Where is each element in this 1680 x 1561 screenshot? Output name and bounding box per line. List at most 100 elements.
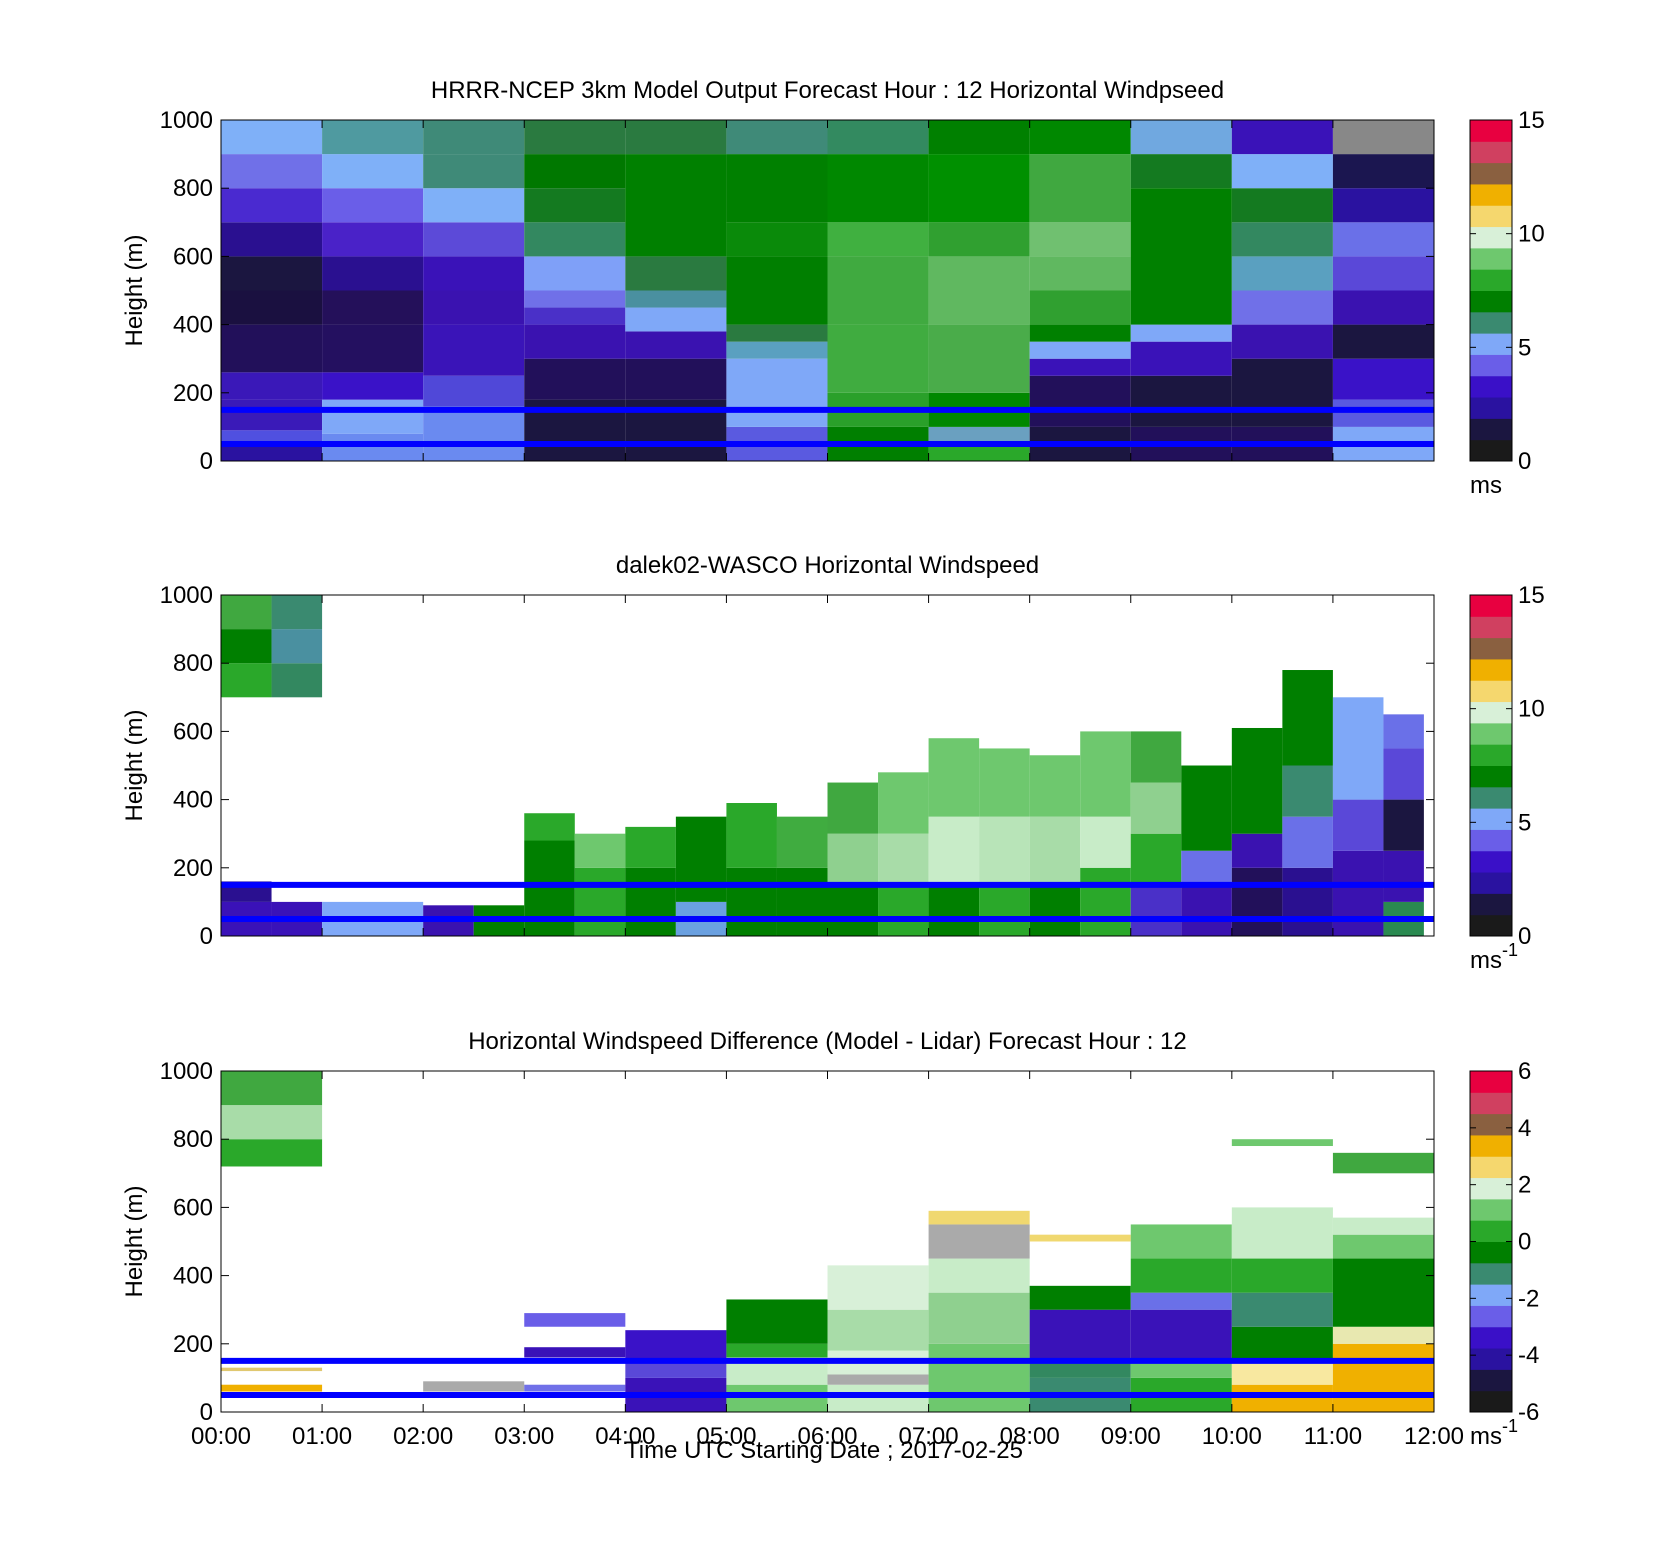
heatmap-cell — [322, 324, 424, 373]
heatmap-cell — [827, 324, 929, 393]
x-tick-label: 04:00 — [595, 1423, 655, 1450]
heatmap-cell — [1332, 1217, 1434, 1235]
heatmap-cell — [423, 406, 525, 461]
heatmap-cell — [928, 884, 980, 936]
heatmap-cell — [1181, 765, 1232, 851]
heatmap-cell — [827, 154, 929, 223]
x-tick-label: 01:00 — [292, 1423, 352, 1450]
heatmap-cell — [524, 188, 626, 223]
colorbar-tick-label: -4 — [1518, 1342, 1539, 1369]
colorbar-swatch — [1470, 1262, 1512, 1285]
heatmap-cell — [928, 1258, 1030, 1293]
colorbar-tick-label: 5 — [1518, 334, 1531, 361]
heatmap-cell — [1130, 1309, 1232, 1361]
heatmap-cell — [1130, 154, 1232, 189]
colorbar-swatch — [1470, 1348, 1512, 1370]
heatmap-cell — [322, 222, 424, 257]
heatmap-cell — [271, 595, 323, 630]
colorbar-swatch — [1470, 1241, 1512, 1264]
x-tick-label: 09:00 — [1101, 1423, 1161, 1450]
heatmap-cell — [1080, 867, 1131, 936]
heatmap-cell — [1029, 256, 1131, 291]
heatmap-cell — [625, 358, 727, 400]
heatmap-cell — [1231, 290, 1333, 325]
colorbar-tick-label: -6 — [1518, 1399, 1539, 1426]
y-tick-label: 600 — [173, 1194, 213, 1221]
heatmap-cell — [1231, 1207, 1333, 1259]
heatmap-cell — [322, 433, 424, 461]
heatmap-cell — [1231, 1292, 1333, 1327]
heatmap-cell — [726, 154, 828, 223]
heatmap-cell — [1130, 341, 1232, 376]
panel-lidar-observation: 0 200 400 600 800 1000 Height (m) dalek02-WASCO… — [121, 552, 1545, 974]
heatmap-cell — [726, 1299, 828, 1344]
x-tick-label: 06:00 — [797, 1423, 857, 1450]
colorbar-swatch — [1470, 1071, 1512, 1093]
heatmap-cell — [928, 120, 1030, 155]
heatmap-cell — [423, 375, 525, 407]
colorbar-tick-label: 5 — [1518, 809, 1531, 836]
heatmap-cell — [1231, 1360, 1333, 1385]
heatmap-cell — [1282, 816, 1333, 868]
colorbar-swatch — [1470, 744, 1512, 766]
heatmap-cell — [221, 256, 323, 291]
colorbar-unit-exponent: -1 — [1502, 1416, 1518, 1436]
y-tick-label: 800 — [173, 175, 213, 202]
heatmap-cell — [878, 884, 929, 936]
heatmap-cell — [221, 399, 323, 431]
heatmap-cell — [1231, 1258, 1333, 1293]
panel-model-output: 0 200 400 600 800 1000 Height (m) HRRR-NCEP 3km… — [121, 77, 1545, 499]
colorbar-swatch — [1470, 333, 1512, 355]
colorbar-swatch — [1470, 872, 1512, 894]
heatmap-cell — [827, 1309, 929, 1351]
heatmap-cell — [1383, 850, 1424, 902]
x-axis-label: Time UTC Starting Date ; 2017-02-25 — [625, 1437, 1023, 1464]
x-tick-label: 05:00 — [696, 1423, 756, 1450]
colorbar-tick-label: 0 — [1518, 448, 1531, 475]
heatmap-cell — [1029, 341, 1131, 359]
heatmap-cell — [928, 154, 1030, 223]
heatmap-cell — [1332, 1234, 1434, 1259]
heatmap-cell — [271, 663, 323, 698]
heatmap-cell — [928, 324, 1030, 393]
heatmap-cell — [221, 120, 323, 155]
heatmap-cell — [221, 1071, 323, 1106]
chart-title: HRRR-NCEP 3km Model Output Forecast Hour… — [431, 77, 1224, 104]
heatmap-cell — [1181, 850, 1232, 885]
heatmap-cell — [524, 120, 626, 155]
heatmap-cell — [1332, 399, 1434, 427]
x-tick-label: 12:00 — [1404, 1423, 1464, 1450]
heatmap-cell — [1130, 375, 1232, 427]
colorbar-swatch — [1470, 1092, 1512, 1115]
y-tick-label: 200 — [173, 855, 213, 882]
heatmap-cell — [776, 816, 828, 868]
heatmap-cell — [827, 884, 879, 936]
heatmap-cell — [827, 222, 929, 257]
heatmap-cell — [1231, 222, 1333, 257]
heatmap-cell — [979, 884, 1030, 936]
heatmap-cell — [221, 1139, 323, 1167]
colorbar-swatch — [1470, 1220, 1512, 1242]
heatmap-cell — [827, 1265, 929, 1310]
colorbar-unit: ms-1 — [1470, 940, 1518, 974]
colorbar-swatch — [1470, 226, 1512, 249]
heatmap-cell — [726, 341, 828, 359]
colorbar-tick-label: 0 — [1518, 923, 1531, 950]
heatmap-cell — [322, 154, 424, 189]
colorbar-swatch — [1470, 269, 1512, 291]
heatmap-cell — [1282, 867, 1333, 936]
colorbar-swatch — [1470, 290, 1512, 313]
colorbar-tick-label: -2 — [1518, 1285, 1539, 1312]
y-tick-label: 1000 — [160, 107, 213, 134]
heatmap-cell — [1332, 1152, 1434, 1174]
y-tick-label: 600 — [173, 243, 213, 270]
colorbar-swatch — [1470, 162, 1512, 185]
heatmap-cell — [625, 256, 727, 291]
heatmap-cell — [524, 1384, 626, 1392]
heatmap-cell — [625, 290, 727, 308]
heatmap-cell — [1332, 358, 1434, 400]
heatmap-cell — [322, 372, 424, 400]
heatmap-cell — [524, 358, 626, 400]
colorbar-swatch — [1470, 808, 1512, 830]
